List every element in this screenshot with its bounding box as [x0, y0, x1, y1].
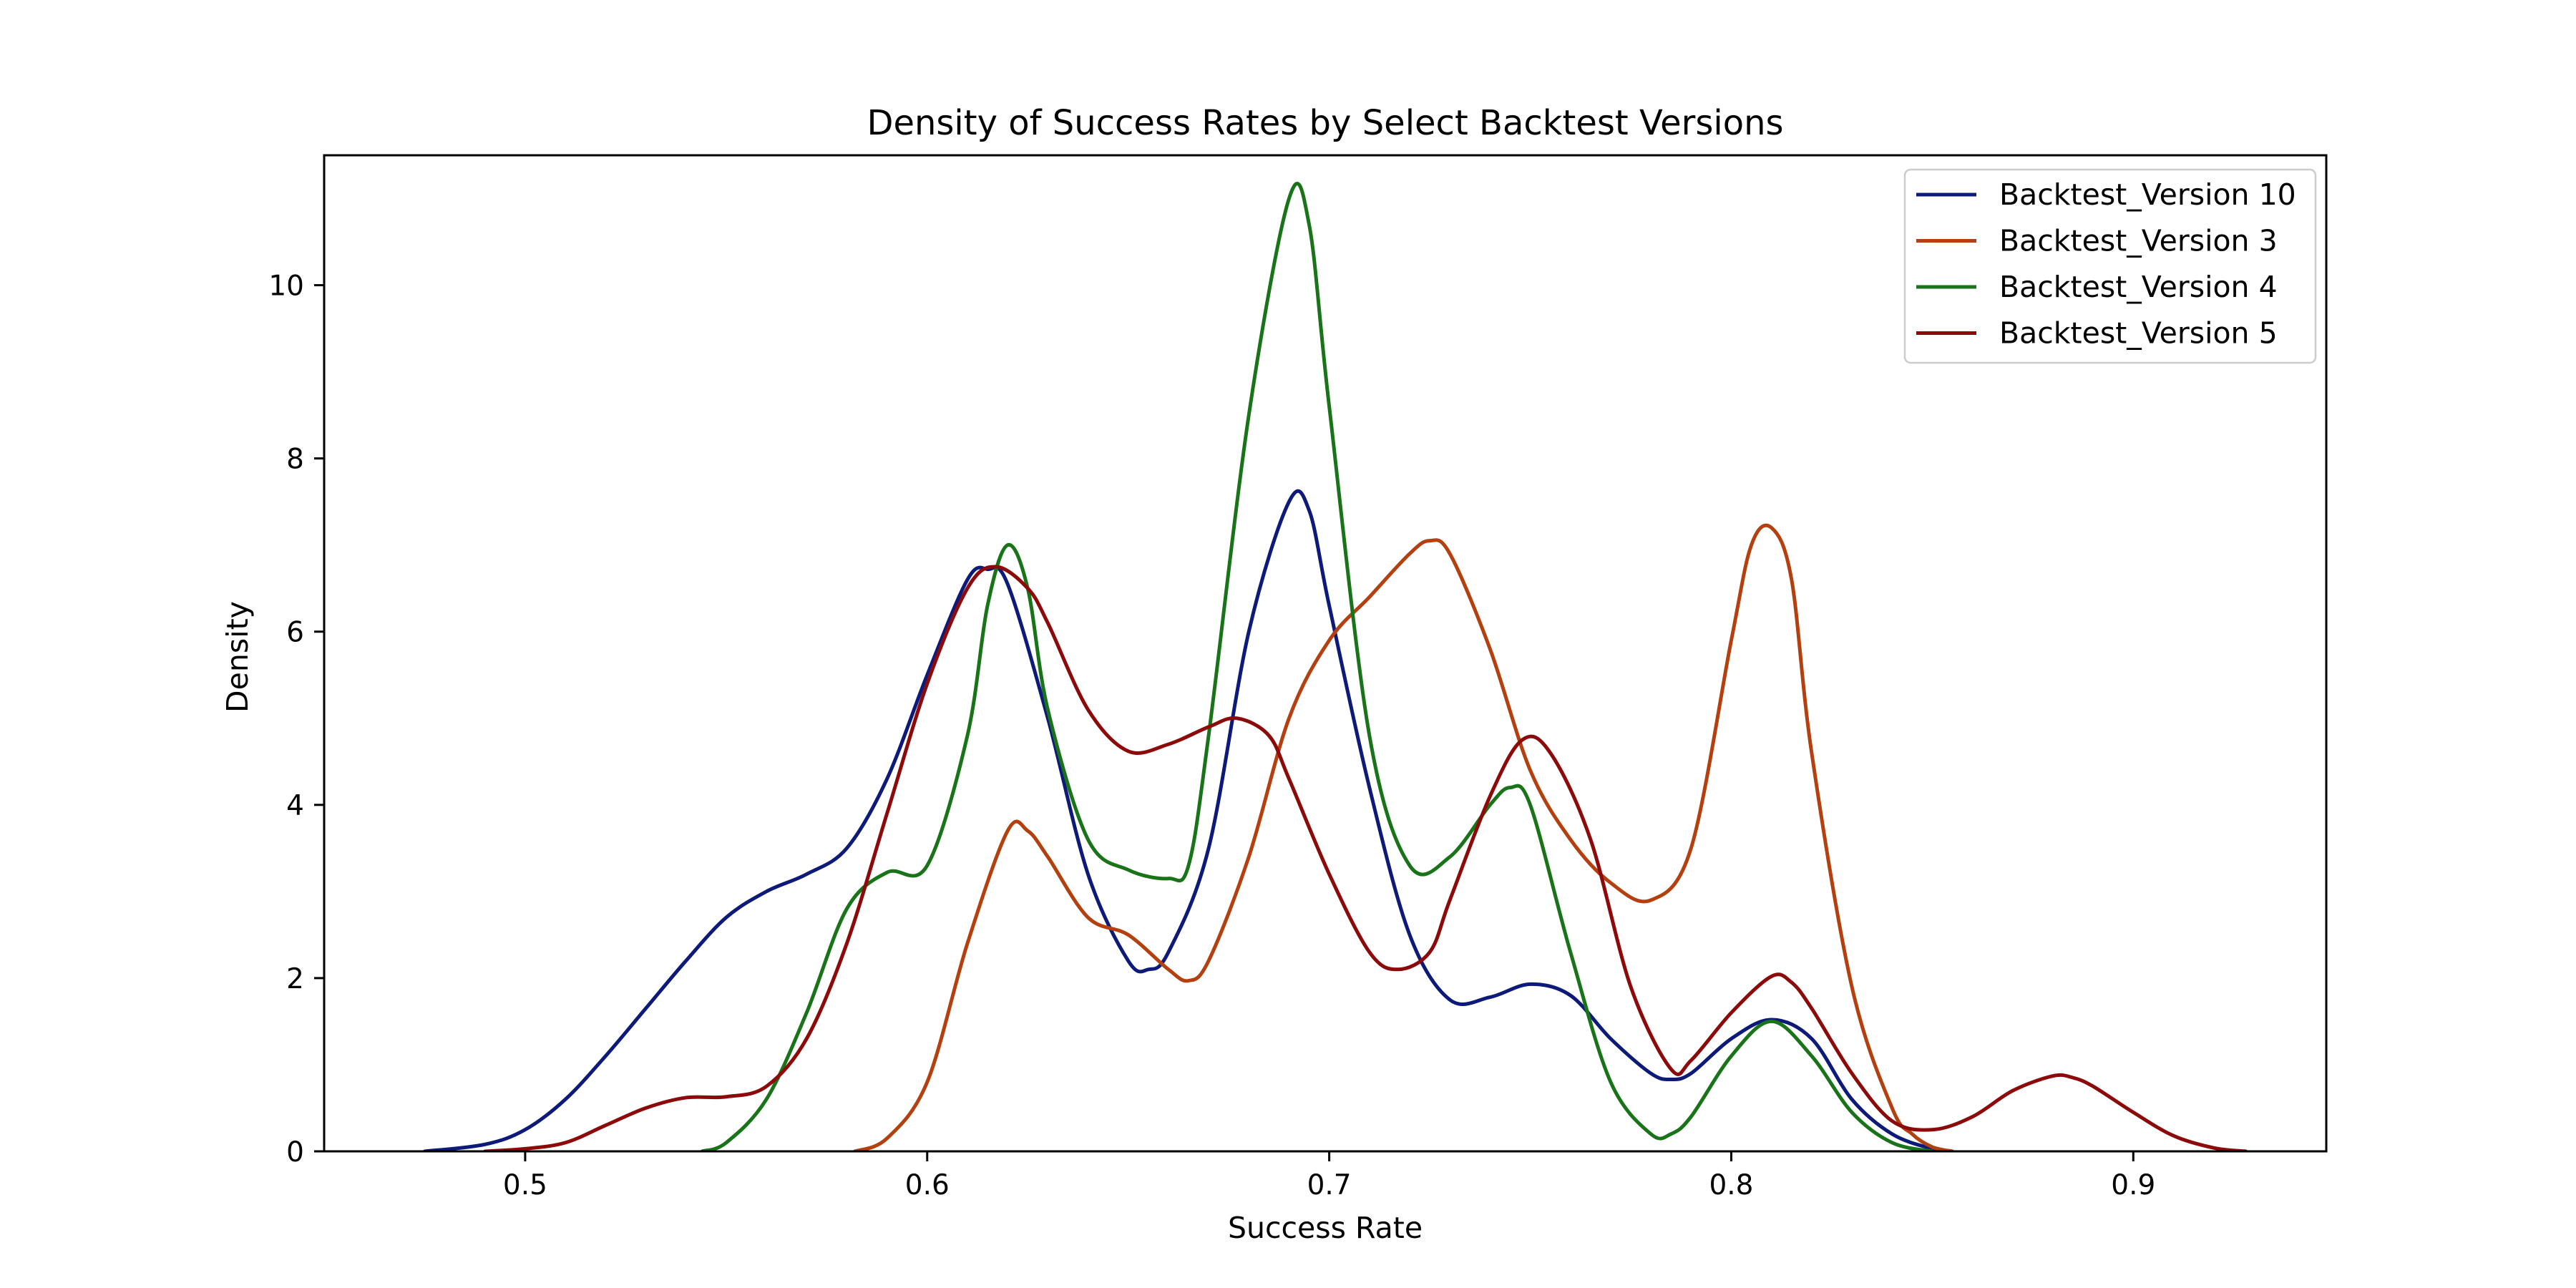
legend-label-4: Backtest_Version 5: [1999, 316, 2278, 351]
plot-area: 0.5 0.6 0.7 0.8 0.9 0 2 4 6 8 10: [268, 154, 2328, 1201]
legend-label-2: Backtest_Version 3: [1999, 224, 2278, 258]
chart-title: Density of Success Rates by Select Backt…: [867, 103, 1783, 143]
legend-label-1: Backtest_Version 10: [1999, 177, 2296, 212]
y-tick-label: 8: [286, 444, 304, 476]
series-lines: [422, 181, 2248, 1151]
y-tick-label: 10: [268, 270, 304, 303]
legend-label-3: Backtest_Version 4: [1999, 270, 2278, 304]
x-tick-label: 0.8: [1709, 1169, 1753, 1201]
series-line-4: [483, 565, 2248, 1151]
x-axis-label: Success Rate: [1228, 1211, 1423, 1245]
y-tick-label: 2: [286, 963, 304, 995]
series-line-2: [853, 523, 1954, 1151]
series-line-1: [422, 489, 1954, 1151]
y-tick-label: 6: [286, 617, 304, 649]
x-tick-label: 0.5: [503, 1169, 547, 1201]
series-line-3: [700, 181, 1934, 1151]
plot-frame: [323, 154, 2328, 1153]
y-axis-label: Density: [220, 601, 255, 713]
x-tick-label: 0.9: [2111, 1169, 2155, 1201]
x-tick-label: 0.7: [1307, 1169, 1352, 1201]
x-tick-label: 0.6: [905, 1169, 950, 1201]
y-tick-label: 0: [286, 1136, 304, 1169]
legend-box: [1903, 168, 2317, 364]
y-tick-label: 4: [286, 790, 304, 822]
legend: Backtest_Version 10 Backtest_Version 3 Bac…: [1903, 168, 2317, 364]
